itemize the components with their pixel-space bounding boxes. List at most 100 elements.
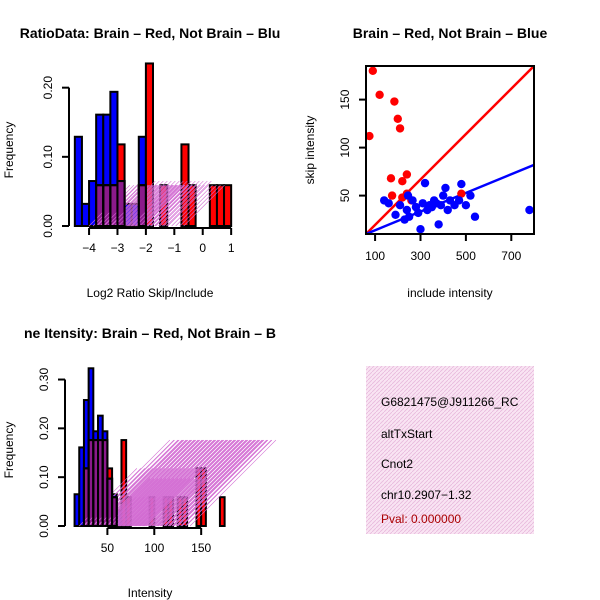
- overlap-hatch: [154, 478, 203, 527]
- brain-point: [390, 97, 399, 106]
- overlap-hatch: [167, 184, 209, 227]
- overlap-hatch: [153, 439, 241, 527]
- scatter-xlabel: include intensity: [407, 286, 492, 300]
- overlap-hatch: [169, 439, 257, 527]
- overlap-hatch: [162, 180, 208, 227]
- overlap-hatch: [171, 439, 259, 527]
- overlap-hatch: [116, 439, 203, 527]
- not-brain-point: [418, 199, 427, 208]
- overlap-hatch: [165, 439, 252, 527]
- overlap-hatch: [146, 180, 192, 227]
- not-brain-point: [402, 205, 412, 215]
- brain-point: [395, 124, 405, 133]
- not-brain-point: [441, 183, 450, 193]
- overlap-hatch: [114, 478, 163, 527]
- overlap-hatch: [113, 439, 201, 527]
- x-tick-label: 700: [501, 249, 521, 263]
- not-brain-point: [461, 201, 471, 210]
- x-tick-label: 100: [365, 249, 385, 263]
- overlap-hatch: [183, 184, 225, 227]
- overlap-hatch: [157, 439, 245, 527]
- overlap-hatch: [151, 439, 239, 527]
- x-tick-label: 50: [101, 541, 115, 555]
- not-brain-point: [436, 201, 446, 210]
- overlap-hatch: [140, 439, 227, 527]
- info-panel-background: [366, 366, 534, 534]
- brain-bar: [218, 496, 226, 528]
- brain-point: [398, 177, 407, 186]
- overlap-hatch: [127, 184, 170, 227]
- y-tick-label: 0.00: [41, 214, 55, 238]
- overlap-hatch: [129, 439, 217, 527]
- brain-bar: [223, 184, 233, 227]
- y-tick-label: 0.10: [37, 465, 51, 489]
- overlap-hatch: [107, 439, 195, 527]
- overlap-hatch: [124, 439, 211, 527]
- overlap-hatch: [161, 439, 248, 527]
- overlap-bar-outline: [137, 184, 147, 227]
- overlap-hatch: [113, 439, 200, 527]
- overlap-hatch: [110, 478, 159, 527]
- scatter-frame: [365, 65, 535, 235]
- x-tick-label: −4: [82, 241, 96, 255]
- overlap-hatch: [177, 439, 265, 527]
- overlap-hatch: [160, 439, 247, 527]
- overlap-hatch: [147, 439, 235, 527]
- not-brain-point: [443, 205, 452, 215]
- overlap-hatch: [136, 439, 223, 527]
- overlap-hatch: [105, 439, 192, 527]
- not-brain-point: [414, 208, 423, 218]
- overlap-hatch: [148, 439, 235, 527]
- overlap-hatch: [180, 439, 267, 527]
- overlap-hatch: [121, 439, 209, 527]
- info-line-location: chr10.2907−1.32: [381, 488, 472, 502]
- overlap-hatch: [161, 439, 249, 527]
- info-line-event: altTxStart: [381, 427, 433, 441]
- overlap-hatch: [173, 439, 261, 527]
- overlap-hatch: [142, 180, 188, 227]
- overlap-hatch: [150, 478, 199, 527]
- overlap-hatch: [125, 439, 213, 527]
- overlap-hatch: [128, 439, 215, 527]
- overlap-hatch: [121, 439, 208, 527]
- not-brain-point: [457, 179, 466, 189]
- overlap-hatch: [150, 180, 196, 227]
- overlap-hatch: [167, 439, 255, 527]
- overlap-hatch: [112, 439, 199, 527]
- y-tick-label: 0.00: [37, 514, 51, 538]
- overlap-hatch: [146, 478, 195, 527]
- overlap-hatch: [118, 478, 167, 527]
- overlap-hatch: [132, 439, 219, 527]
- overlap-hatch: [145, 439, 232, 527]
- overlap-hatch: [144, 439, 231, 527]
- overlap-hatch: [163, 439, 251, 527]
- overlap-hatch: [147, 184, 189, 227]
- not-brain-point: [420, 178, 430, 188]
- overlap-hatch: [173, 439, 260, 527]
- not-brain-point: [454, 196, 464, 205]
- intensity-hist-axes: 50 100 150 0.00 0.10 0.20 0.30: [37, 368, 212, 555]
- overlap-hatch: [139, 496, 169, 527]
- brain-point: [393, 114, 402, 124]
- x-tick-label: 100: [144, 541, 164, 555]
- overlap-hatch: [102, 478, 151, 527]
- overlap-hatch: [139, 184, 182, 227]
- overlap-hatch: [119, 439, 207, 527]
- brain-point: [457, 189, 466, 198]
- x-tick-label: 500: [456, 249, 476, 263]
- brain-bar: [144, 62, 154, 228]
- overlap-hatch: [169, 439, 256, 527]
- overlap-hatch: [156, 439, 243, 527]
- overlap-hatch: [117, 439, 204, 527]
- x-tick-label: −2: [139, 241, 153, 255]
- overlap-hatch: [163, 184, 205, 227]
- x-tick-label: 300: [410, 249, 430, 263]
- not-brain-point: [395, 201, 405, 210]
- intensity-hist-title: ne Itensity: Brain – Red, Not Brain – B: [24, 325, 276, 341]
- overlap-hatch: [179, 184, 221, 227]
- ratio-hist-xlabel: Log2 Ratio Skip/Include: [87, 286, 214, 300]
- overlap-hatch: [159, 184, 201, 227]
